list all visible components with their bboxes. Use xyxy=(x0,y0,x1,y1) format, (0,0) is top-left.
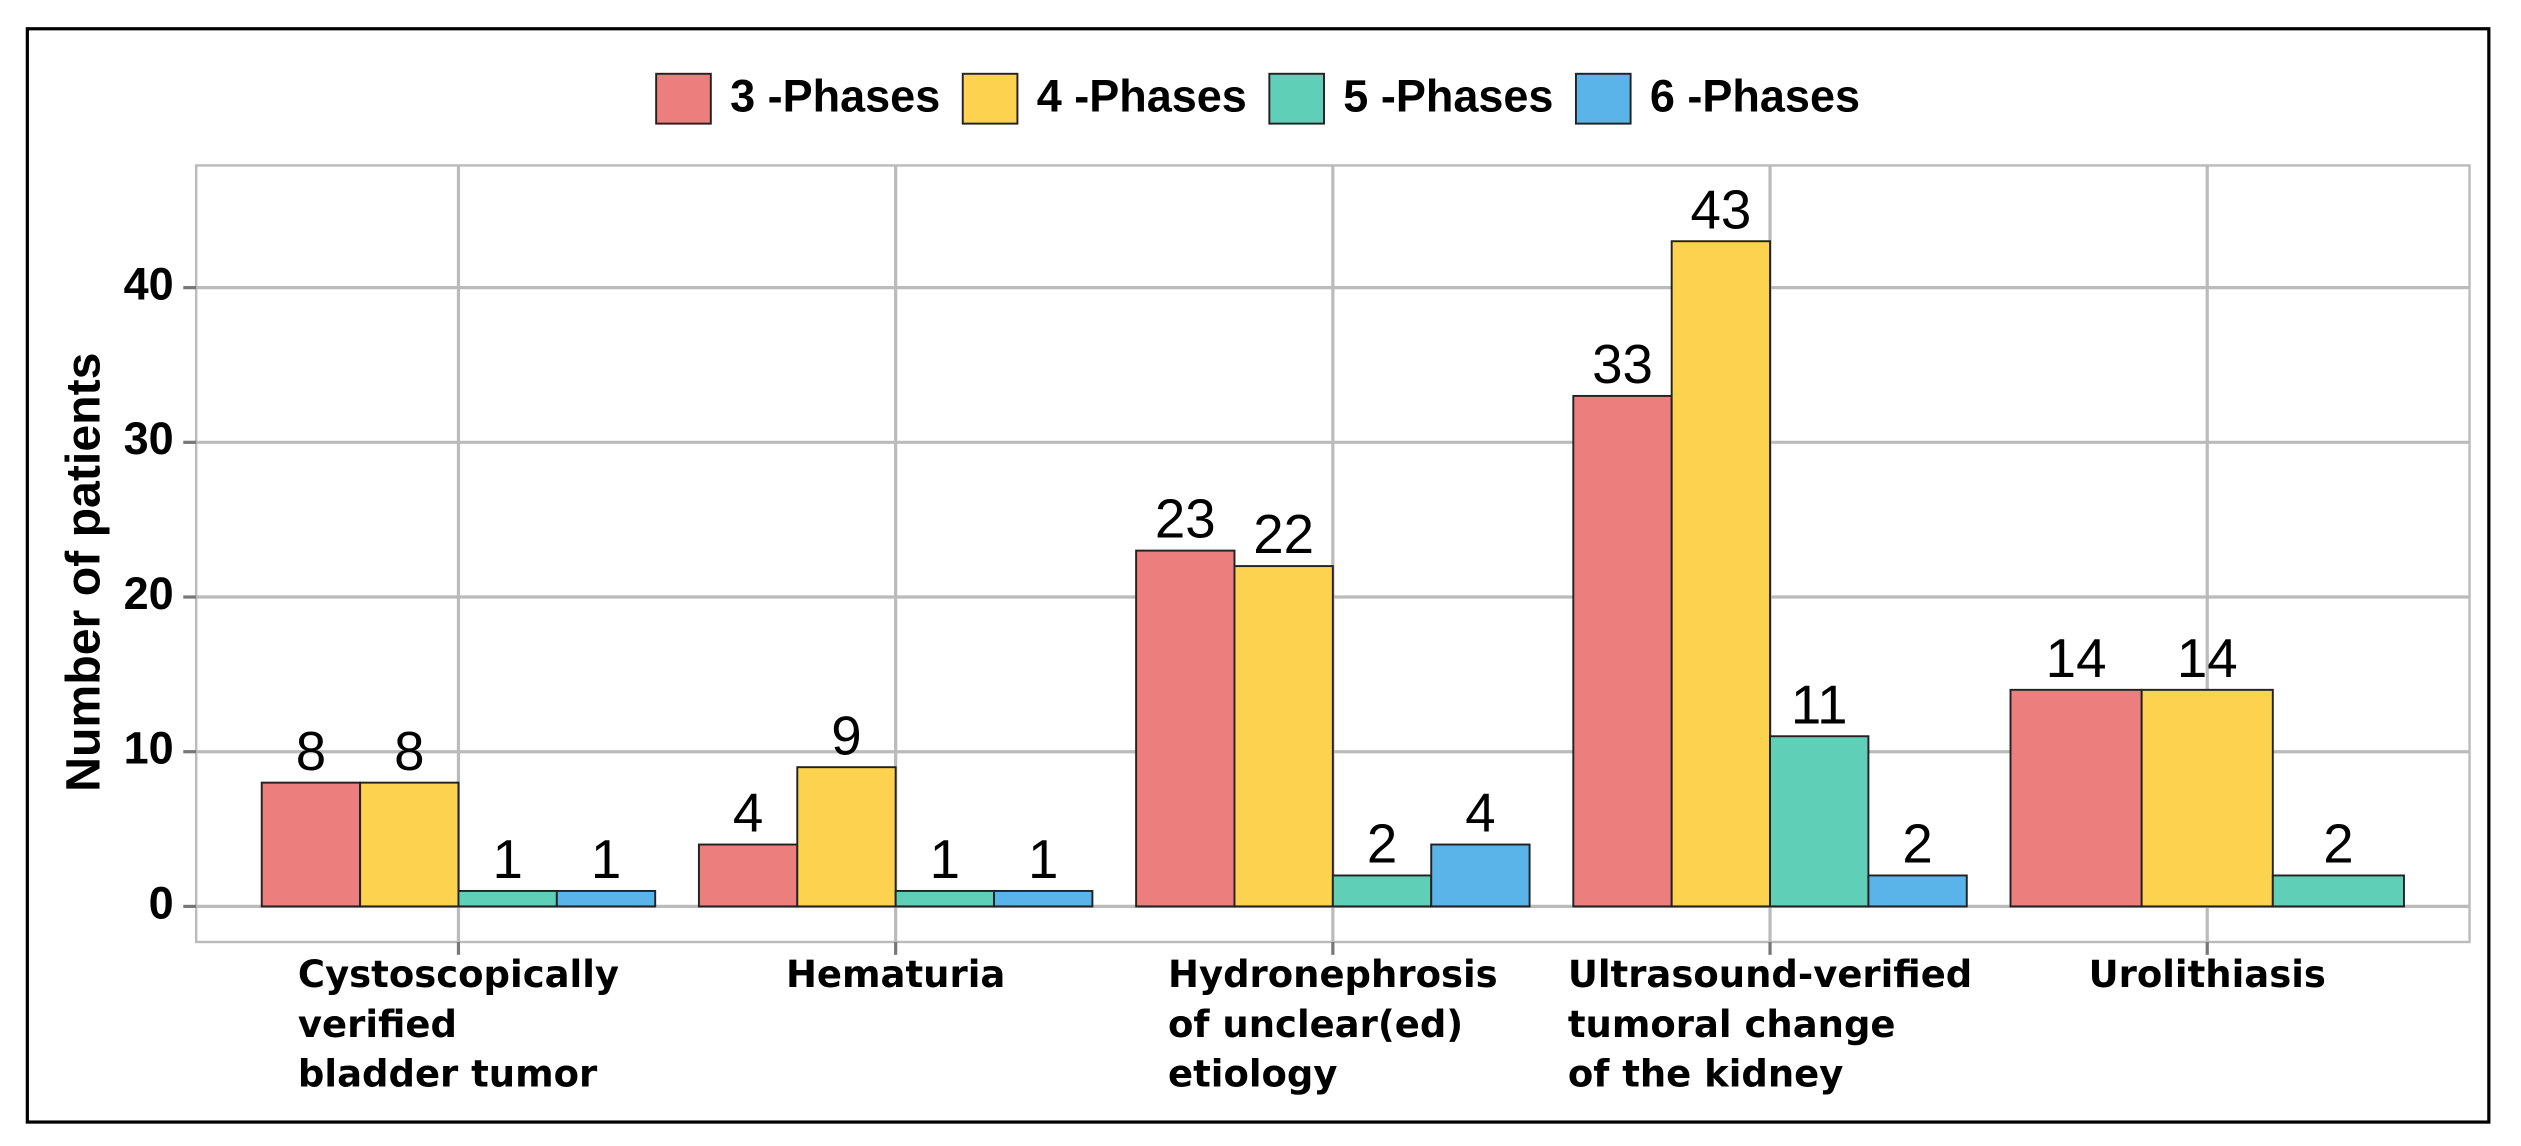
bar xyxy=(1331,874,1433,908)
legend-label: 5 -Phases xyxy=(1343,70,1553,121)
bar xyxy=(457,889,558,908)
legend-label: 4 -Phases xyxy=(1037,70,1247,121)
bar xyxy=(2140,688,2274,908)
value-label: 2 xyxy=(1367,814,1397,875)
value-label: 43 xyxy=(1690,179,1751,240)
legend-swatch xyxy=(1268,72,1325,125)
bar xyxy=(894,889,995,908)
value-label: 11 xyxy=(1791,674,1848,735)
y-tick-label: 20 xyxy=(124,568,174,619)
bar xyxy=(697,843,799,908)
bar xyxy=(1135,549,1236,908)
x-tick-label: Hydronephrosis of unclear(ed) etiology xyxy=(1168,953,1498,1096)
legend-swatch xyxy=(961,72,1019,125)
y-axis-title: Number of patients xyxy=(57,353,111,792)
legend: 3 -Phases 4 -Phases 5 -Phases 6 -Phases xyxy=(655,70,1860,125)
bar xyxy=(2271,874,2405,908)
y-tick-label: 30 xyxy=(124,413,174,464)
value-label: 8 xyxy=(394,721,424,782)
value-label: 4 xyxy=(1465,783,1495,844)
y-tick-label: 0 xyxy=(149,877,174,928)
bar xyxy=(555,889,657,908)
value-label: 1 xyxy=(930,829,960,890)
value-label: 14 xyxy=(2177,628,2238,689)
bar xyxy=(796,766,897,908)
value-label: 8 xyxy=(296,721,326,782)
legend-label: 3 -Phases xyxy=(730,70,940,121)
value-label: 33 xyxy=(1592,334,1653,395)
x-tick-label: Urolithiasis xyxy=(2089,953,2326,996)
value-label: 9 xyxy=(831,705,861,766)
value-label: 1 xyxy=(591,829,621,890)
value-label: 23 xyxy=(1155,489,1216,550)
legend-swatch xyxy=(655,72,712,125)
y-tick-label: 40 xyxy=(124,259,174,310)
x-tick-label: Hematuria xyxy=(786,953,1005,996)
bar xyxy=(993,889,1094,908)
legend-label: 6 -Phases xyxy=(1650,70,1860,121)
bar xyxy=(1430,843,1531,908)
bar xyxy=(1572,394,1673,908)
value-label: 4 xyxy=(733,783,763,844)
value-label: 1 xyxy=(1028,829,1058,890)
bar xyxy=(1233,565,1334,908)
value-label: 22 xyxy=(1253,504,1314,565)
bar xyxy=(1867,874,1968,908)
value-label: 2 xyxy=(2323,814,2353,875)
bar xyxy=(359,781,460,908)
bar xyxy=(1670,240,1772,908)
x-tick-label: Ultrasound-verified tumoral change of the … xyxy=(1568,953,1972,1096)
value-label: 2 xyxy=(1902,814,1932,875)
bar xyxy=(260,781,362,908)
x-tick-label: Cystoscopically verified bladder tumor xyxy=(298,953,619,1096)
bar xyxy=(1769,735,1870,908)
legend-swatch xyxy=(1574,72,1632,125)
value-label: 14 xyxy=(2046,628,2107,689)
bar xyxy=(2009,688,2143,908)
value-label: 1 xyxy=(492,829,522,890)
y-tick-label: 10 xyxy=(124,723,174,774)
